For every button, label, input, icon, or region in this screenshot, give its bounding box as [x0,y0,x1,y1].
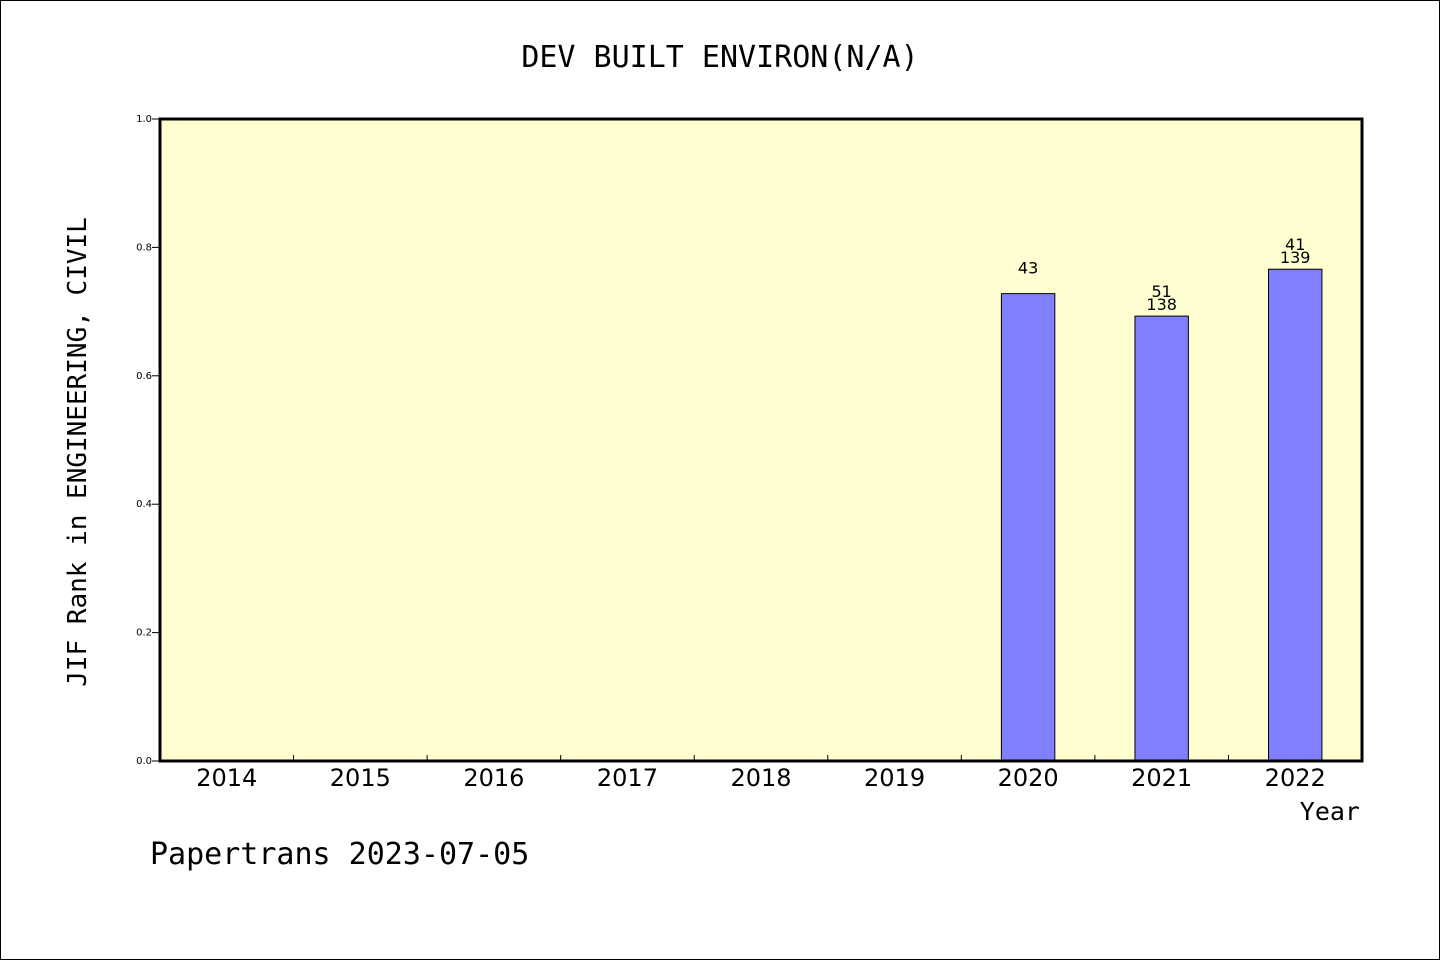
bars-group [1000,268,1323,762]
x-tick-label: 2015 [330,764,391,792]
y-tick-label: 0.8 [136,242,152,253]
bar-value-label: 41 [1285,235,1305,254]
x-tick-label: 2019 [864,764,925,792]
x-tick-label: 2014 [196,764,257,792]
x-tick-label: 2017 [597,764,658,792]
x-axis-label: Year [1300,797,1360,826]
x-tick-label: 2020 [998,764,1059,792]
y-tick-label: 0.0 [136,756,152,767]
y-axis-label: JIF Rank in ENGINEERING, CIVIL [63,217,93,687]
x-tick-label: 2018 [730,764,791,792]
bar-2022 [1268,268,1323,762]
x-tick-label: 2022 [1265,764,1326,792]
bar-2020 [1000,293,1056,762]
y-axis: 0.0 0.2 0.4 0.6 0.8 1.0 [136,114,160,767]
plot-border [158,117,1364,763]
y-tick-label: 0.2 [136,628,152,639]
x-tick-label: 2016 [463,764,524,792]
bar-value-label: 138 [1146,295,1177,314]
bar-value-label: 139 [1280,248,1311,267]
y-tick-label: 1.0 [136,114,152,125]
bar-value-label: 43 [1018,259,1038,278]
x-axis: 2014 2015 2016 2017 2018 2019 2020 2021 2022 [196,755,1326,792]
bar-value-label: 51 [1151,282,1171,301]
chart-title: DEV BUILT ENVIRON(N/A) [521,40,918,75]
y-tick-label: 0.4 [136,499,152,510]
x-tick-label: 2021 [1131,764,1192,792]
footer-credit: Papertrans 2023-07-05 [150,837,529,872]
bar-2021 [1134,315,1189,762]
y-tick-label: 0.6 [136,371,152,382]
